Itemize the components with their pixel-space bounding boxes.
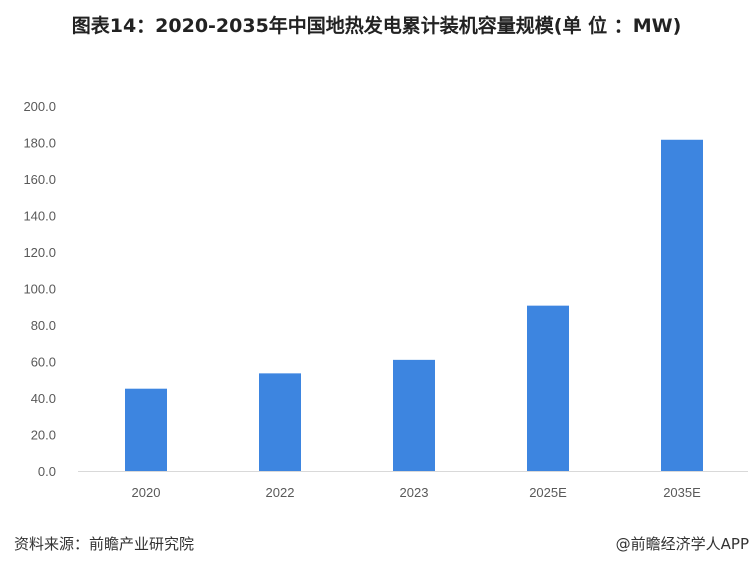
y-tick-label: 80.0 [31,318,56,333]
credit-note: @前瞻经济学人APP [615,535,749,553]
bar [661,139,703,471]
x-tick-label: 2025E [529,485,567,500]
x-tick-label: 2020 [132,485,161,500]
y-tick-label: 160.0 [23,172,56,187]
x-tick-label: 2022 [266,485,295,500]
y-tick-label: 20.0 [31,428,56,443]
y-tick-label: 100.0 [23,282,56,297]
y-tick-label: 60.0 [31,355,56,370]
y-tick-label: 200.0 [23,99,56,114]
chart-title: 图表14：2020-2035年中国地热发电累计装机容量规模(单 位 ：MW) [71,15,682,37]
x-tick-label: 2023 [400,485,429,500]
bar [393,359,435,471]
bar [125,388,167,471]
y-tick-label: 180.0 [23,136,56,151]
x-tick-label: 2035E [663,485,701,500]
y-tick-label: 40.0 [31,391,56,406]
bar-chart: 0.0 20.0 40.0 60.0 80.0 100.0 120.0 140.0 160.0 1… [23,99,748,500]
bar [259,373,301,471]
y-tick-label: 140.0 [23,209,56,224]
bar [527,305,569,471]
source-note: 资料来源：前瞻产业研究院 [14,535,195,553]
y-tick-label: 120.0 [23,245,56,260]
y-tick-label: 0.0 [38,464,56,479]
